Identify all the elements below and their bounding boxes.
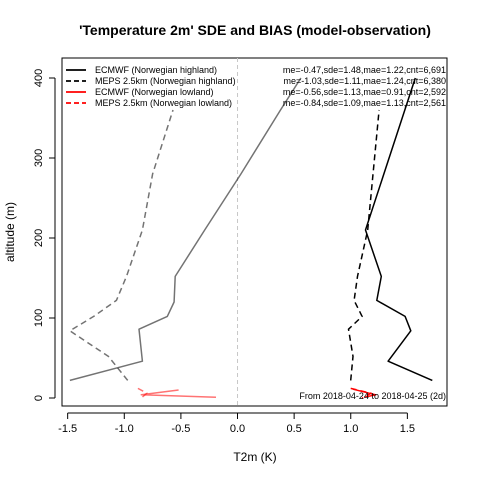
- x-tick-label: 0.0: [230, 423, 245, 435]
- legend-stats-meps-2-5km-norwegian-lowland: me=-0.84,sde=1.09,mae=1.13,cnt=2,561: [283, 98, 446, 108]
- x-tick-label: -0.5: [171, 423, 190, 435]
- ecmwf-norwegian-highland-bias-line: [69, 77, 302, 382]
- series-layer: [69, 77, 433, 399]
- legend: ECMWF (Norwegian highland) me=-0.47,sde=1…: [66, 65, 446, 108]
- y-tick-label: 0: [33, 395, 45, 401]
- meps-2-5km-norwegian-highland-bias-line: [69, 109, 174, 381]
- y-axis: 0 100 200 300 400: [33, 69, 56, 401]
- legend-label-ecmwf-norwegian-highland: ECMWF (Norwegian highland): [95, 65, 217, 75]
- legend-stats-meps-2-5km-norwegian-highland: me=-1.03,sde=1.11,mae=1.24,cnt=6,380: [284, 76, 446, 86]
- y-axis-label: altitude (m): [3, 202, 17, 262]
- x-tick-label: -1.0: [115, 423, 134, 435]
- chart-title: 'Temperature 2m' SDE and BIAS (model-obs…: [79, 22, 431, 38]
- x-axis-label: T2m (K): [233, 450, 276, 464]
- x-tick-label: 0.5: [286, 423, 301, 435]
- ecmwf-norwegian-lowland-bias-line: [140, 389, 217, 398]
- meps-2-5km-norwegian-lowland-bias-line: [137, 387, 148, 399]
- x-tick-label: 1.0: [343, 423, 358, 435]
- x-axis: -1.5 -1.0 -0.5 0.0 0.5 1.0 1.5: [58, 412, 415, 435]
- y-tick-label: 100: [33, 309, 45, 327]
- x-tick-label: -1.5: [58, 423, 77, 435]
- x-tick-label: 1.5: [400, 423, 415, 435]
- meps-2-5km-norwegian-lowland-sde-line: [350, 387, 372, 399]
- ecmwf-norwegian-highland-sde-line: [364, 77, 433, 382]
- y-tick-label: 200: [33, 229, 45, 247]
- meps-2-5km-norwegian-highland-sde-line: [347, 109, 380, 381]
- legend-label-meps-2-5km-norwegian-highland: MEPS 2.5km (Norwegian highland): [95, 76, 236, 86]
- y-tick-label: 400: [33, 69, 45, 87]
- legend-label-ecmwf-norwegian-lowland: ECMWF (Norwegian lowland): [95, 87, 214, 97]
- plot-frame: [61, 57, 448, 407]
- legend-stats-ecmwf-norwegian-highland: me=-0.47,sde=1.48,mae=1.22,cnt=6,691: [283, 65, 446, 75]
- legend-label-meps-2-5km-norwegian-lowland: MEPS 2.5km (Norwegian lowland): [95, 98, 232, 108]
- y-tick-label: 300: [33, 149, 45, 167]
- legend-stats-ecmwf-norwegian-lowland: me=-0.56,sde=1.13,mae=0.91,cnt=2,592: [283, 87, 446, 97]
- date-range-note: From 2018-04-24 to 2018-04-25 (2d): [299, 391, 446, 401]
